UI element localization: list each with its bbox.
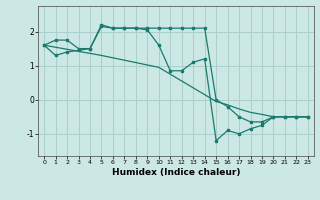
X-axis label: Humidex (Indice chaleur): Humidex (Indice chaleur) bbox=[112, 168, 240, 177]
